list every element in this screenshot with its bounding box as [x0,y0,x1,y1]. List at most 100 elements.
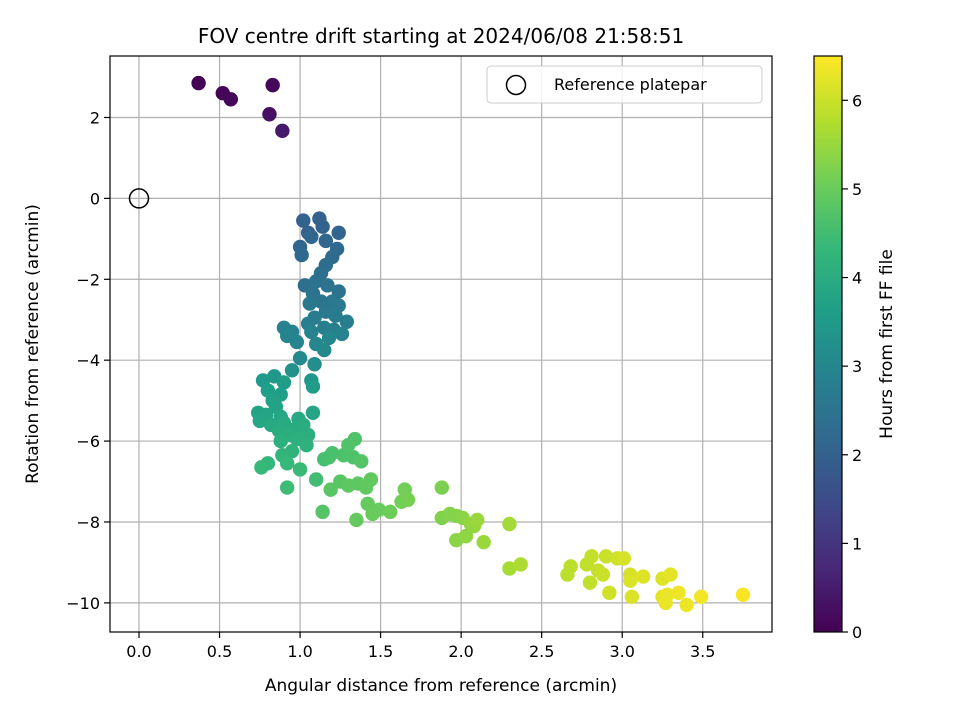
data-point [623,573,638,588]
x-axis-label: Angular distance from reference (arcmin) [265,676,617,696]
data-point [582,575,598,590]
data-point [308,274,324,289]
y-tick-label: −8 [76,513,100,532]
x-tick-label: 1.5 [368,642,393,661]
legend: Reference platepar [486,65,763,104]
data-point [299,437,314,453]
data-point [304,229,319,245]
data-point [635,569,651,584]
data-point [315,504,330,520]
data-point [349,512,364,528]
colorbar-tick-label: 4 [852,269,862,288]
grid-lines [110,56,772,632]
y-tick-label: 0 [90,189,100,208]
y-axis-ticks: 2 0 −2 −4 −6 −8 −10 [66,108,110,613]
data-point [317,342,332,358]
data-point [663,567,678,582]
data-point [296,213,311,228]
data-point [470,512,485,528]
colorbar-tick-label: 6 [852,91,862,110]
data-point [308,472,324,487]
data-point [323,482,338,497]
data-point [302,296,317,311]
data-point [307,357,322,372]
colorbar-tick-label: 2 [852,446,862,465]
data-points [191,75,751,613]
data-point [191,75,206,91]
data-point [383,504,398,520]
data-point [400,492,416,507]
colorbar-ticks: 0 1 2 3 4 5 6 [842,91,862,642]
data-point [276,375,292,390]
data-point [616,551,632,566]
data-point [563,559,578,574]
data-point [275,123,290,139]
data-point [262,107,277,122]
data-point [458,528,474,544]
colorbar-tick-label: 3 [852,357,862,376]
x-tick-label: 3.0 [609,642,634,661]
legend-marker-icon [505,74,527,96]
data-point [347,431,363,447]
data-point [371,502,387,518]
data-point [602,585,617,600]
data-point [679,597,694,613]
data-point [294,247,309,263]
data-point [363,472,379,487]
data-point [595,567,611,582]
x-axis-ticks: 0.0 0.5 1.0 1.5 2.0 2.5 3.0 3.5 [126,632,715,661]
x-tick-label: 0.5 [207,642,232,661]
chart-title: FOV centre drift starting at 2024/06/08 … [198,24,684,48]
y-axis-label: Rotation from reference (arcmin) [23,204,43,484]
y-tick-label: −4 [76,351,100,370]
data-point [735,587,751,602]
data-point [598,549,614,564]
colorbar-tick-label: 0 [852,623,862,642]
data-point [502,561,517,576]
data-point [658,595,673,611]
data-point [325,446,340,461]
data-point [671,585,686,600]
plot-area [109,55,773,633]
data-point [502,516,517,532]
legend-box [486,65,763,104]
x-tick-label: 3.5 [690,642,715,661]
plot-frame [109,55,773,633]
x-tick-label: 2.0 [448,642,473,661]
legend-entry: Reference platepar [554,75,707,94]
colorbar: 0 1 2 3 4 5 6 Hours from first FF file [813,55,897,642]
data-point [693,589,709,605]
data-point [284,363,300,378]
data-point [328,308,343,323]
data-point [476,535,491,550]
data-point [289,334,305,350]
x-tick-label: 0.0 [126,642,151,661]
data-point [339,314,354,329]
data-point [273,433,288,449]
data-point [254,460,269,475]
data-point [279,456,295,471]
colorbar-label: Hours from first FF file [877,249,897,439]
data-point [320,278,335,293]
data-point [318,233,334,249]
data-point [292,462,308,477]
data-point [434,480,450,495]
reference-point-marker [128,188,150,209]
data-point [265,77,280,93]
x-tick-label: 2.5 [529,642,554,661]
data-point [305,379,321,394]
data-point [279,480,295,495]
data-point [624,589,640,605]
data-point [252,413,267,429]
y-tick-label: 2 [90,108,100,127]
y-tick-label: −10 [66,594,100,613]
x-tick-label: 1.0 [287,642,312,661]
colorbar-frame [813,55,843,633]
data-point [304,324,319,340]
colorbar-tick-label: 1 [852,534,862,553]
y-tick-label: −2 [76,270,100,289]
data-point [354,454,369,469]
data-point [513,557,528,572]
colorbar-gradient [814,56,842,632]
